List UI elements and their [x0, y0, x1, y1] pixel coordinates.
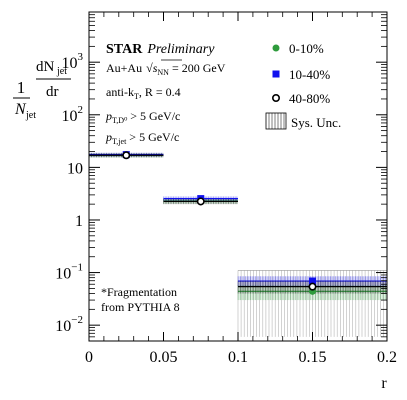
y-tick-label-1: 10−1	[55, 262, 83, 283]
x-tick-label-3: 0.15	[299, 349, 327, 366]
y-tick-exponent: −1	[71, 262, 83, 274]
s-symbol: s	[153, 61, 158, 75]
pt-symbol: p	[105, 109, 112, 123]
fragmentation-note-line1: *Fragmentation	[101, 285, 177, 299]
legend-marker-0-10	[272, 44, 280, 52]
fragmentation-note-line2: from PYTHIA 8	[101, 300, 180, 314]
y-tick-mantissa: 10	[62, 108, 78, 125]
sqrt-symbol: √	[146, 61, 153, 75]
data-marks	[122, 151, 317, 295]
x-tick-label-4: 0.2	[377, 349, 397, 366]
y-tick-label-5: 103	[62, 51, 84, 72]
systematic-uncertainty-boxes	[88, 152, 387, 301]
x-tick-label-1: 0.05	[150, 349, 178, 366]
nn-subscript: NN	[157, 68, 169, 77]
y-tick-exponent: 2	[78, 104, 84, 116]
x-tick-label-2: 0.1	[228, 349, 248, 366]
ylabel-one: 1	[17, 78, 26, 97]
data-point-40-80%-0	[122, 151, 131, 160]
experiment-label: STAR Preliminary	[106, 42, 215, 57]
y-tick-exponent: −2	[71, 314, 83, 326]
jet-subscript: T,jet	[112, 137, 127, 146]
legend-sys-swatch	[265, 112, 287, 130]
system-label: Au+Au	[106, 61, 142, 75]
preliminary-label: Preliminary	[146, 42, 215, 57]
pt-symbol-2: p	[105, 130, 112, 144]
legend-marker-40-80	[271, 94, 280, 103]
y-tick-label-3: 10	[67, 160, 83, 177]
y-tick-mantissa: 10	[62, 55, 78, 72]
legend-label-10-40: 10-40%	[289, 67, 330, 82]
x-axis-label: r	[381, 375, 387, 392]
jet-algorithm-label: anti-kT, R = 0.4	[106, 85, 181, 101]
energy-label: = 200 GeV	[169, 61, 226, 75]
data-point-40-80%-1	[196, 197, 205, 206]
algo-prefix: anti-k	[106, 85, 134, 99]
x-tick-label-0: 0	[85, 349, 93, 366]
annotation-block: STAR Preliminary Au+Au √sNN = 200 GeV anti…	[105, 42, 226, 146]
ylabel-dN-sub: jet	[56, 66, 67, 77]
legend-marker-10-40	[272, 70, 280, 78]
d0-pt-cut-label: pT,D⁰ > 5 GeV/c	[105, 109, 180, 125]
jet-cut-value: > 5 GeV/c	[126, 130, 179, 144]
legend-sys-box	[265, 112, 287, 130]
ylabel-dN: dN	[36, 59, 55, 75]
y-tick-exponent: 3	[78, 51, 84, 63]
y-tick-mantissa: 10	[67, 160, 83, 177]
y-tick-mantissa: 10	[55, 266, 71, 283]
algo-subscript: T	[134, 92, 139, 101]
ylabel-dr: dr	[46, 84, 59, 100]
ylabel-N-sub: jet	[25, 110, 36, 121]
y-tick-mantissa: 1	[75, 213, 83, 230]
star-label: STAR	[106, 42, 143, 57]
ylabel-N: N	[14, 101, 27, 118]
jet-pt-cut-label: pT,jet > 5 GeV/c	[105, 130, 179, 146]
legend-label-40-80: 40-80%	[289, 91, 330, 106]
legend-label-sys: Sys. Unc.	[291, 115, 341, 130]
collision-system-label: Au+Au √sNN = 200 GeV	[106, 61, 226, 77]
data-point-10-40%-2	[309, 277, 316, 285]
y-tick-label-0: 10−2	[55, 314, 83, 335]
data-point-40-80%-2	[308, 282, 317, 291]
legend-label-0-10: 0-10%	[289, 41, 324, 56]
y-axis-label: 1 N jet dN jet dr	[13, 59, 71, 121]
y-tick-mantissa: 10	[55, 318, 71, 335]
y-tick-label-2: 1	[75, 213, 83, 230]
legend: 0-10% 10-40% 40-80% Sys. Unc.	[265, 41, 341, 130]
algo-radius: , R = 0.4	[139, 85, 181, 99]
d0-cut-value: > 5 GeV/c	[127, 109, 180, 123]
d0-subscript: T,D⁰	[112, 116, 127, 125]
y-tick-label-4: 102	[62, 104, 84, 125]
